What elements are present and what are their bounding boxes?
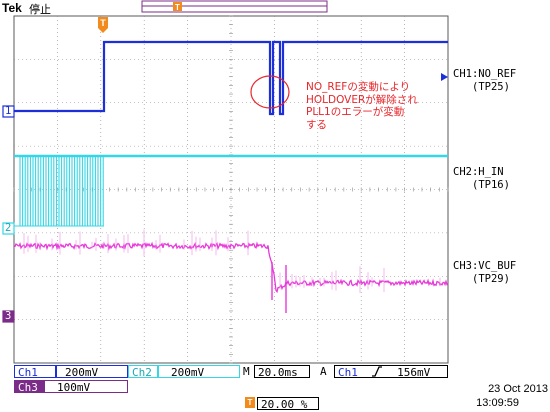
time-readout: 13:09:59	[476, 397, 519, 409]
ch2-readout-label[interactable]: Ch2	[128, 365, 158, 379]
ch2-scale[interactable]: 200mV	[158, 365, 240, 379]
annotation-line: HOLDOVERが解除され	[306, 93, 418, 106]
ch1-marker[interactable]	[2, 105, 15, 118]
ch2-marker-label: 2	[5, 222, 12, 234]
ch1-waveform	[14, 40, 448, 116]
brand-logo: Tek	[2, 1, 22, 15]
trigger-position-marker[interactable]: T	[98, 17, 108, 33]
ch1-marker-label: 1	[5, 105, 12, 117]
ch1-name: CH1:NO_REF	[453, 68, 517, 80]
annotation-line: NO_REFの変動により	[306, 81, 411, 93]
ch3-readout-label[interactable]: Ch3	[14, 380, 44, 394]
graticule-grid	[13, 15, 449, 364]
trigger-position-readout[interactable]: 20.00 %	[257, 397, 319, 411]
ch3-marker-label: 3	[5, 310, 12, 322]
annotation-text: NO_REFの変動により HOLDOVERが解除され PLL1のエラーが変動 す…	[306, 81, 418, 131]
annotation-line: PLL1のエラーが変動	[306, 106, 405, 118]
ch3-marker[interactable]	[2, 310, 15, 323]
acquisition-status: 停止	[29, 4, 51, 16]
annotation-line: する	[306, 118, 327, 131]
ch3-scale[interactable]: 100mV	[44, 380, 128, 394]
rising-edge-icon	[371, 366, 382, 377]
ch2-testpoint: (TP16)	[472, 179, 510, 191]
ch3-name: CH3:VC_BUF	[453, 260, 517, 272]
ch3-waveform	[13, 229, 449, 313]
trigger-readout[interactable]: Ch1 156mV	[334, 365, 448, 379]
ch1-scale[interactable]: 200mV	[56, 365, 128, 379]
annotation-circle	[250, 75, 290, 109]
ch1-testpoint: (TP25)	[472, 81, 510, 93]
timebase-readout[interactable]: 20.0ms	[254, 365, 310, 379]
record-trigger-marker: T	[173, 2, 182, 12]
trigger-level: 156mV	[397, 366, 431, 379]
ch3-testpoint: (TP29)	[472, 273, 510, 285]
date-readout: 23 Oct 2013	[488, 383, 548, 395]
trigger-level-marker[interactable]	[441, 73, 448, 81]
ch2-marker[interactable]	[2, 222, 15, 235]
ch2-name: CH2:H_IN	[453, 166, 504, 178]
trigger-mode: A	[320, 365, 327, 378]
ch1-readout-label[interactable]: Ch1	[14, 365, 56, 379]
ch2-waveform	[14, 154, 448, 227]
svg-text:T: T	[100, 18, 106, 28]
svg-text:T: T	[175, 3, 180, 12]
trigger-position-icon: T	[245, 397, 255, 408]
timebase-prefix: M	[243, 365, 250, 378]
trigger-source: Ch1	[338, 366, 358, 379]
